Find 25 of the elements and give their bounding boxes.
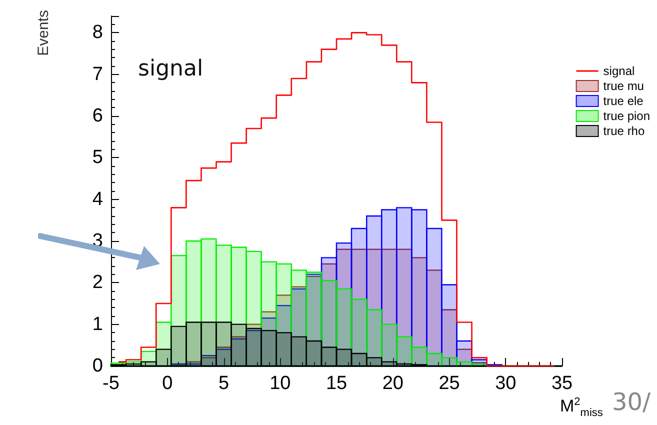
x-tick-label: 30 (495, 373, 516, 394)
y-tick-label: 7 (92, 64, 103, 85)
legend-label: true mu (603, 79, 644, 93)
legend-label: true rho (603, 124, 645, 138)
x-tick-label: 15 (326, 373, 348, 394)
annotation: signal (138, 56, 204, 82)
y-tick-label: 1 (92, 314, 103, 335)
y-tick-label: 2 (92, 272, 103, 294)
x-tick-label: 0 (162, 373, 173, 394)
legend-label: true ele (603, 94, 644, 108)
y-tick-label: 4 (92, 188, 104, 210)
y-tick-label: 8 (92, 22, 103, 44)
legend-label: signal (603, 64, 635, 78)
y-tick-label: 6 (92, 106, 103, 126)
legend-label: true pion (603, 109, 650, 123)
x-tick-label: 20 (382, 373, 404, 394)
x-tick-label: 10 (270, 373, 291, 394)
text: 30/ (612, 388, 652, 416)
x-tick-label: 25 (438, 373, 460, 394)
x-tick-label: -5 (102, 373, 120, 394)
y-tick-label: 5 (92, 147, 103, 168)
x-tick-label: 5 (218, 373, 230, 394)
y-axis-title: Events (35, 10, 52, 56)
x-tick-label: 35 (551, 373, 573, 394)
y-tick-label: 0 (92, 356, 103, 376)
